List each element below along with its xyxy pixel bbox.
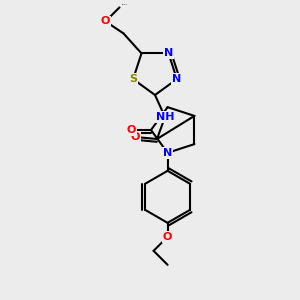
Text: NH: NH [156, 112, 174, 122]
Text: N: N [164, 48, 173, 59]
Text: O: O [101, 16, 110, 26]
Text: N: N [172, 74, 182, 84]
Text: O: O [130, 132, 140, 142]
Text: methoxy: methoxy [122, 4, 128, 5]
Text: O: O [163, 232, 172, 242]
Text: S: S [129, 74, 137, 84]
Text: O: O [126, 125, 136, 135]
Text: N: N [163, 148, 172, 158]
